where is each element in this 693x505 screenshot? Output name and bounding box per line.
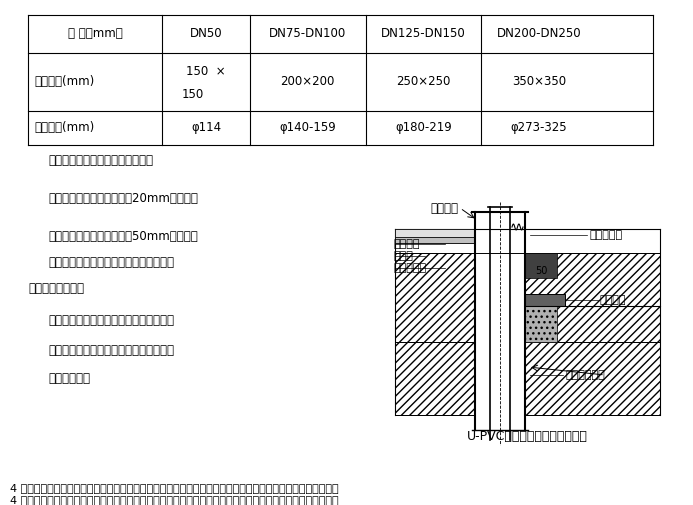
Text: 防水层: 防水层 xyxy=(393,251,413,261)
Text: DN50: DN50 xyxy=(190,27,222,40)
Text: 告知土建须进行机械或手工打孔，并对孔: 告知土建须进行机械或手工打孔，并对孔 xyxy=(48,344,174,357)
Text: 分与墙饰面相平。穿防水楼面应做防水处: 分与墙饰面相平。穿防水楼面应做防水处 xyxy=(48,256,174,269)
Text: 350×350: 350×350 xyxy=(512,75,566,88)
Bar xyxy=(395,237,475,243)
Text: 穿楼板套管上端应高出地面20mm，卫生间: 穿楼板套管上端应高出地面20mm，卫生间 xyxy=(48,192,198,206)
Text: 4 刚性套管安装：主体结构钢筋绑扎好后，按照给排水施工图标高几何尺寸找准位置，然后将套管置于钢筋中，: 4 刚性套管安装：主体结构钢筋绑扎好后，按照给排水施工图标高几何尺寸找准位置，然… xyxy=(10,483,339,493)
Text: 建筑密封膏: 建筑密封膏 xyxy=(589,230,622,240)
Text: 4 刚性套管安装：主体结构钢筋绑扎好后，按照给排水施工图标高几何尺寸找准位置，然后将套管置于钢筋中，: 4 刚性套管安装：主体结构钢筋绑扎好后，按照给排水施工图标高几何尺寸找准位置，然… xyxy=(10,495,339,505)
Text: DN200-DN250: DN200-DN250 xyxy=(497,27,581,40)
Text: φ140-159: φ140-159 xyxy=(279,121,336,134)
Text: 150: 150 xyxy=(182,88,204,101)
Bar xyxy=(525,306,557,342)
Text: 楼板面层: 楼板面层 xyxy=(393,239,419,249)
Text: 当预留孔洞不能适应工程安装需要时，应: 当预留孔洞不能适应工程安装需要时，应 xyxy=(48,314,174,327)
Bar xyxy=(395,342,475,415)
Text: 250×250: 250×250 xyxy=(396,75,450,88)
Text: 沥青油膏嵌缝: 沥青油膏嵌缝 xyxy=(565,370,605,380)
Text: φ273-325: φ273-325 xyxy=(511,121,568,134)
Text: 理，如右图所示：: 理，如右图所示： xyxy=(28,282,84,295)
Text: 钢制套管: 钢制套管 xyxy=(430,201,458,215)
Bar xyxy=(395,229,475,237)
Text: 洞进行处理。: 洞进行处理。 xyxy=(48,372,90,385)
Text: 穿楼板套管上端应高出地面50mm，过墙部: 穿楼板套管上端应高出地面50mm，过墙部 xyxy=(48,230,198,243)
Text: DN125-DN150: DN125-DN150 xyxy=(381,27,466,40)
Text: φ180-219: φ180-219 xyxy=(395,121,452,134)
Text: 50: 50 xyxy=(535,266,547,276)
Text: U-PVC管穿防水楼面套管安装图: U-PVC管穿防水楼面套管安装图 xyxy=(467,430,588,443)
Text: 管 径（mm）: 管 径（mm） xyxy=(68,27,123,40)
Text: 150  ×: 150 × xyxy=(186,65,226,78)
Text: 200×200: 200×200 xyxy=(281,75,335,88)
Text: 留洞尺寸(mm): 留洞尺寸(mm) xyxy=(34,75,94,88)
Bar xyxy=(525,294,565,306)
Text: 防水套管(mm): 防水套管(mm) xyxy=(34,121,94,134)
Bar xyxy=(395,253,475,342)
Bar xyxy=(525,253,660,342)
Text: 混凝土楼板: 混凝土楼板 xyxy=(393,263,426,273)
Bar xyxy=(525,253,557,278)
Text: DN75-DN100: DN75-DN100 xyxy=(269,27,346,40)
Text: 保温管道应按保温管道外径考虑。: 保温管道应按保温管道外径考虑。 xyxy=(48,155,153,167)
Text: 止水翼环: 止水翼环 xyxy=(600,295,626,305)
Text: φ114: φ114 xyxy=(191,121,221,134)
Bar xyxy=(525,342,660,415)
